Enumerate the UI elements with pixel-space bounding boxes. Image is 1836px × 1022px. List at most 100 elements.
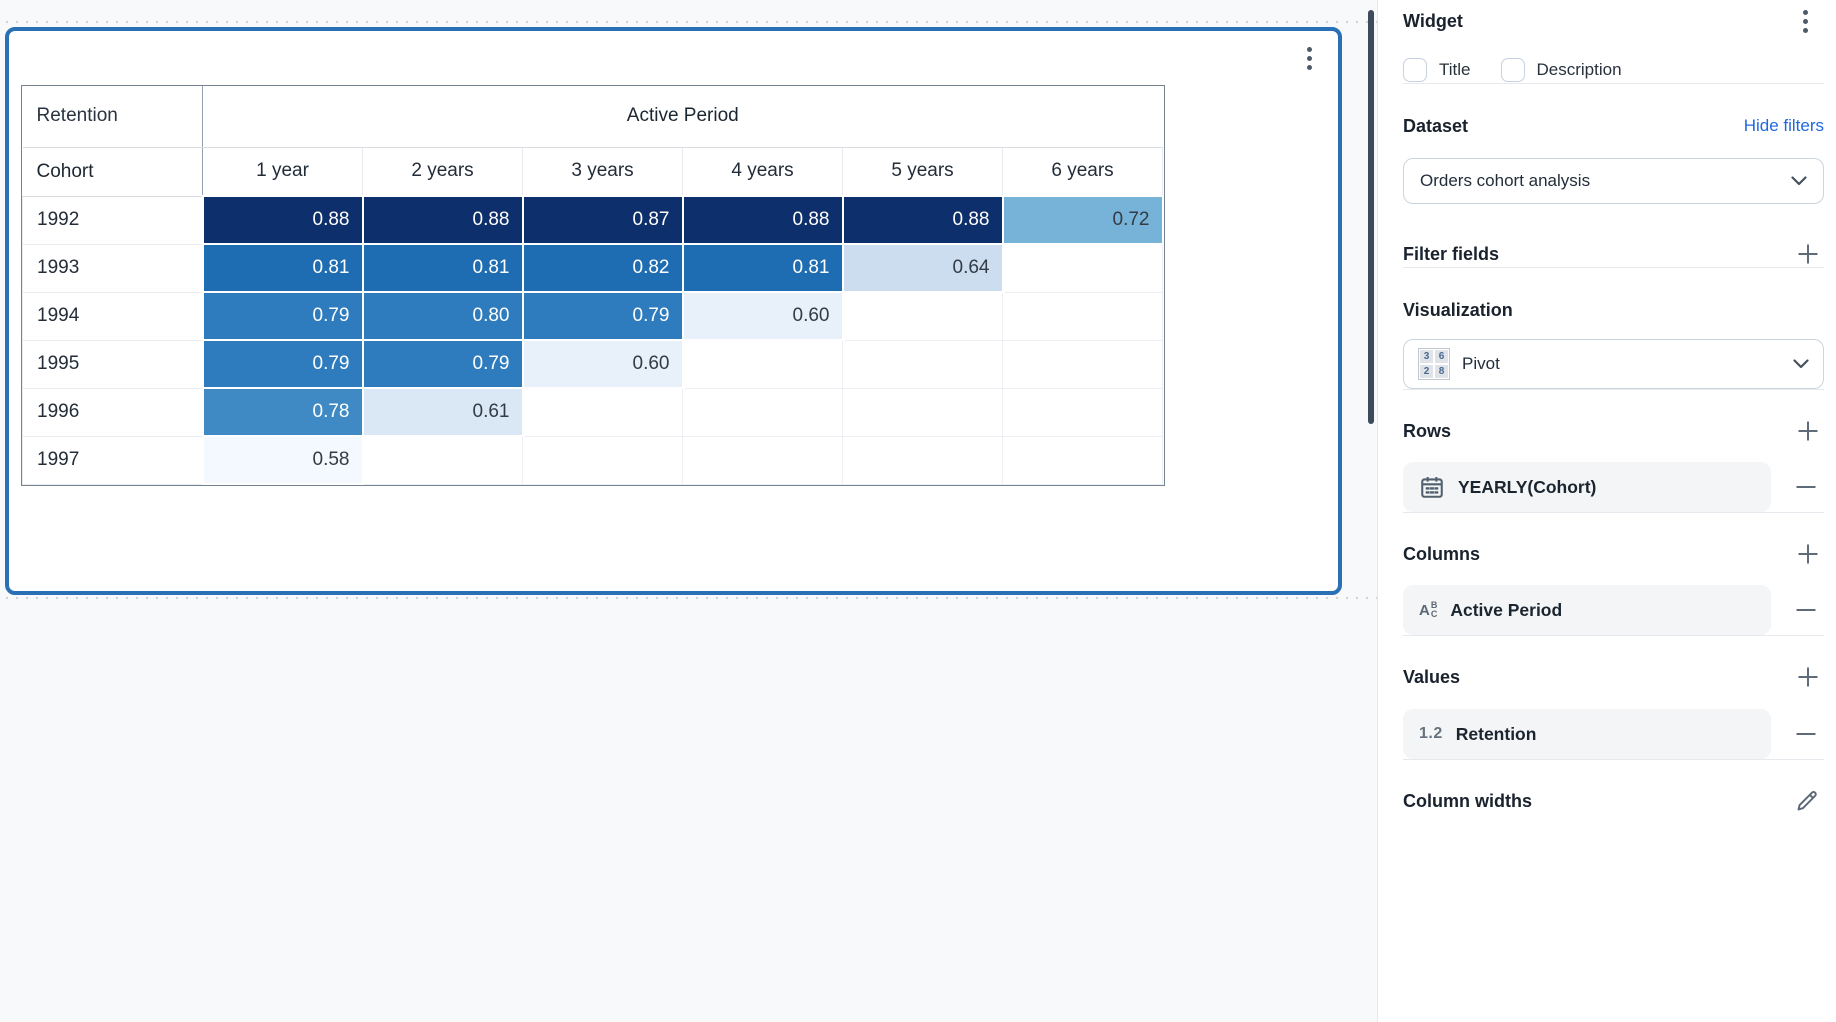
- pivot-cell: 0.88: [681, 195, 844, 245]
- scrollbar[interactable]: [1368, 10, 1374, 424]
- numeric-field-icon: 1.2: [1419, 725, 1443, 742]
- grid-dotted-line: [0, 595, 1377, 599]
- divider: [1403, 635, 1824, 636]
- pivot-row: 1993 0.81 0.81 0.82 0.81 0.64: [22, 243, 1163, 293]
- pivot-cell-empty: [1002, 243, 1163, 293]
- pivot-cell-empty: [842, 291, 1003, 341]
- pivot-cell: 0.88: [201, 195, 364, 245]
- pivot-cell-empty: [682, 339, 843, 389]
- column-widths-heading: Column widths: [1403, 790, 1532, 811]
- divider: [1403, 512, 1824, 513]
- pivot-column-header: 5 years: [842, 146, 1003, 197]
- pivot-cell-empty: [842, 387, 1003, 437]
- dataset-heading: Dataset: [1403, 115, 1469, 136]
- dataset-select[interactable]: Orders cohort analysis: [1403, 158, 1824, 204]
- hide-filters-link[interactable]: Hide filters: [1743, 116, 1824, 135]
- pivot-cell: 0.64: [841, 243, 1004, 293]
- minus-icon: [1796, 733, 1816, 735]
- divider: [1403, 759, 1824, 760]
- pivot-cell: 0.87: [521, 195, 684, 245]
- pivot-cell: 0.58: [201, 435, 364, 485]
- plus-icon: [1798, 544, 1818, 564]
- pivot-cell-empty: [1002, 435, 1163, 485]
- add-column-field-button[interactable]: [1796, 542, 1820, 566]
- pivot-row: 1994 0.79 0.80 0.79 0.60: [22, 291, 1163, 341]
- calendar-icon: [1421, 477, 1443, 498]
- plus-icon: [1798, 421, 1818, 441]
- add-value-field-button[interactable]: [1796, 665, 1820, 689]
- pivot-cell: 0.81: [681, 243, 844, 293]
- divider: [1403, 267, 1824, 268]
- pivot-table: Retention Active Period Cohort 1 year 2 y…: [21, 85, 1165, 486]
- widget-settings-panel: Widget Title Description Dataset Hide fi…: [1377, 0, 1836, 1022]
- visualization-heading: Visualization: [1403, 299, 1513, 320]
- pivot-cell: 0.78: [201, 387, 364, 437]
- pivot-row-label: 1994: [22, 291, 203, 341]
- pivot-cell-empty: [842, 339, 1003, 389]
- pivot-row-label: 1993: [22, 243, 203, 293]
- chevron-down-icon: [1793, 359, 1809, 369]
- pivot-column-header: 1 year: [202, 146, 363, 197]
- pivot-cell: 0.80: [361, 291, 524, 341]
- remove-row-field-button[interactable]: [1794, 475, 1818, 499]
- pivot-column-header: 2 years: [362, 146, 523, 197]
- divider: [1403, 83, 1824, 84]
- pivot-row-label: 1997: [22, 435, 203, 485]
- remove-value-field-button[interactable]: [1794, 722, 1818, 746]
- pivot-cell: 0.81: [361, 243, 524, 293]
- add-row-field-button[interactable]: [1796, 419, 1820, 443]
- rows-field-label: YEARLY(Cohort): [1458, 476, 1597, 497]
- panel-kebab-menu-icon[interactable]: [1803, 9, 1808, 33]
- visualization-select-value: Pivot: [1462, 354, 1500, 373]
- pivot-widget-card[interactable]: Retention Active Period Cohort 1 year 2 y…: [5, 27, 1342, 595]
- pivot-column-group-header: Active Period: [202, 86, 1163, 148]
- values-field-label: Retention: [1455, 723, 1537, 744]
- values-heading: Values: [1403, 666, 1461, 687]
- title-checkbox[interactable]: [1403, 58, 1427, 82]
- pivot-row: 1992 0.88 0.88 0.87 0.88 0.88 0.72: [22, 195, 1164, 245]
- divider: [1403, 389, 1824, 390]
- grid-dotted-line: [0, 19, 1377, 23]
- add-filter-field-button[interactable]: [1796, 242, 1820, 266]
- edit-column-widths-button[interactable]: [1794, 788, 1820, 814]
- plus-icon: [1798, 667, 1818, 687]
- pivot-row-group-header: Cohort: [22, 147, 203, 197]
- pivot-row-label: 1996: [22, 387, 203, 437]
- description-checkbox[interactable]: [1500, 58, 1525, 82]
- pivot-cell-empty: [1002, 291, 1163, 341]
- pivot-cell: 0.79: [201, 291, 364, 341]
- pivot-column-header: 6 years: [1002, 146, 1163, 197]
- pivot-cell-empty: [522, 435, 683, 485]
- dataset-select-value: Orders cohort analysis: [1420, 171, 1591, 190]
- pivot-cell-empty: [682, 387, 843, 437]
- pencil-icon: [1797, 791, 1817, 811]
- pivot-cell-empty: [362, 435, 523, 485]
- pivot-cell: 0.81: [201, 243, 364, 293]
- minus-icon: [1796, 486, 1816, 488]
- pivot-row: 1995 0.79 0.79 0.60: [22, 339, 1163, 389]
- pivot-cell: 0.60: [681, 291, 844, 341]
- dashboard-canvas: Retention Active Period Cohort 1 year 2 y…: [0, 10, 1377, 599]
- pivot-row-label: 1992: [22, 195, 203, 245]
- remove-column-field-button[interactable]: [1794, 598, 1818, 622]
- pivot-row-label: 1995: [22, 339, 203, 389]
- minus-icon: [1796, 609, 1816, 611]
- pivot-row: 1997 0.58: [22, 435, 1163, 485]
- columns-heading: Columns: [1403, 543, 1481, 564]
- pivot-cell: 0.60: [521, 339, 684, 389]
- pivot-cell-empty: [1002, 339, 1163, 389]
- pivot-cell: 0.79: [521, 291, 684, 341]
- values-field-pill[interactable]: 1.2 Retention: [1403, 709, 1771, 759]
- chevron-down-icon: [1791, 176, 1807, 186]
- pivot-cell: 0.79: [201, 339, 364, 389]
- pivot-cell-empty: [842, 435, 1003, 485]
- pivot-column-header: 4 years: [682, 146, 843, 197]
- widget-kebab-menu-icon[interactable]: [1307, 47, 1312, 70]
- pivot-cell: 0.61: [361, 387, 524, 437]
- rows-field-pill[interactable]: YEARLY(Cohort): [1403, 462, 1771, 512]
- pivot-row: 1996 0.78 0.61: [22, 387, 1163, 437]
